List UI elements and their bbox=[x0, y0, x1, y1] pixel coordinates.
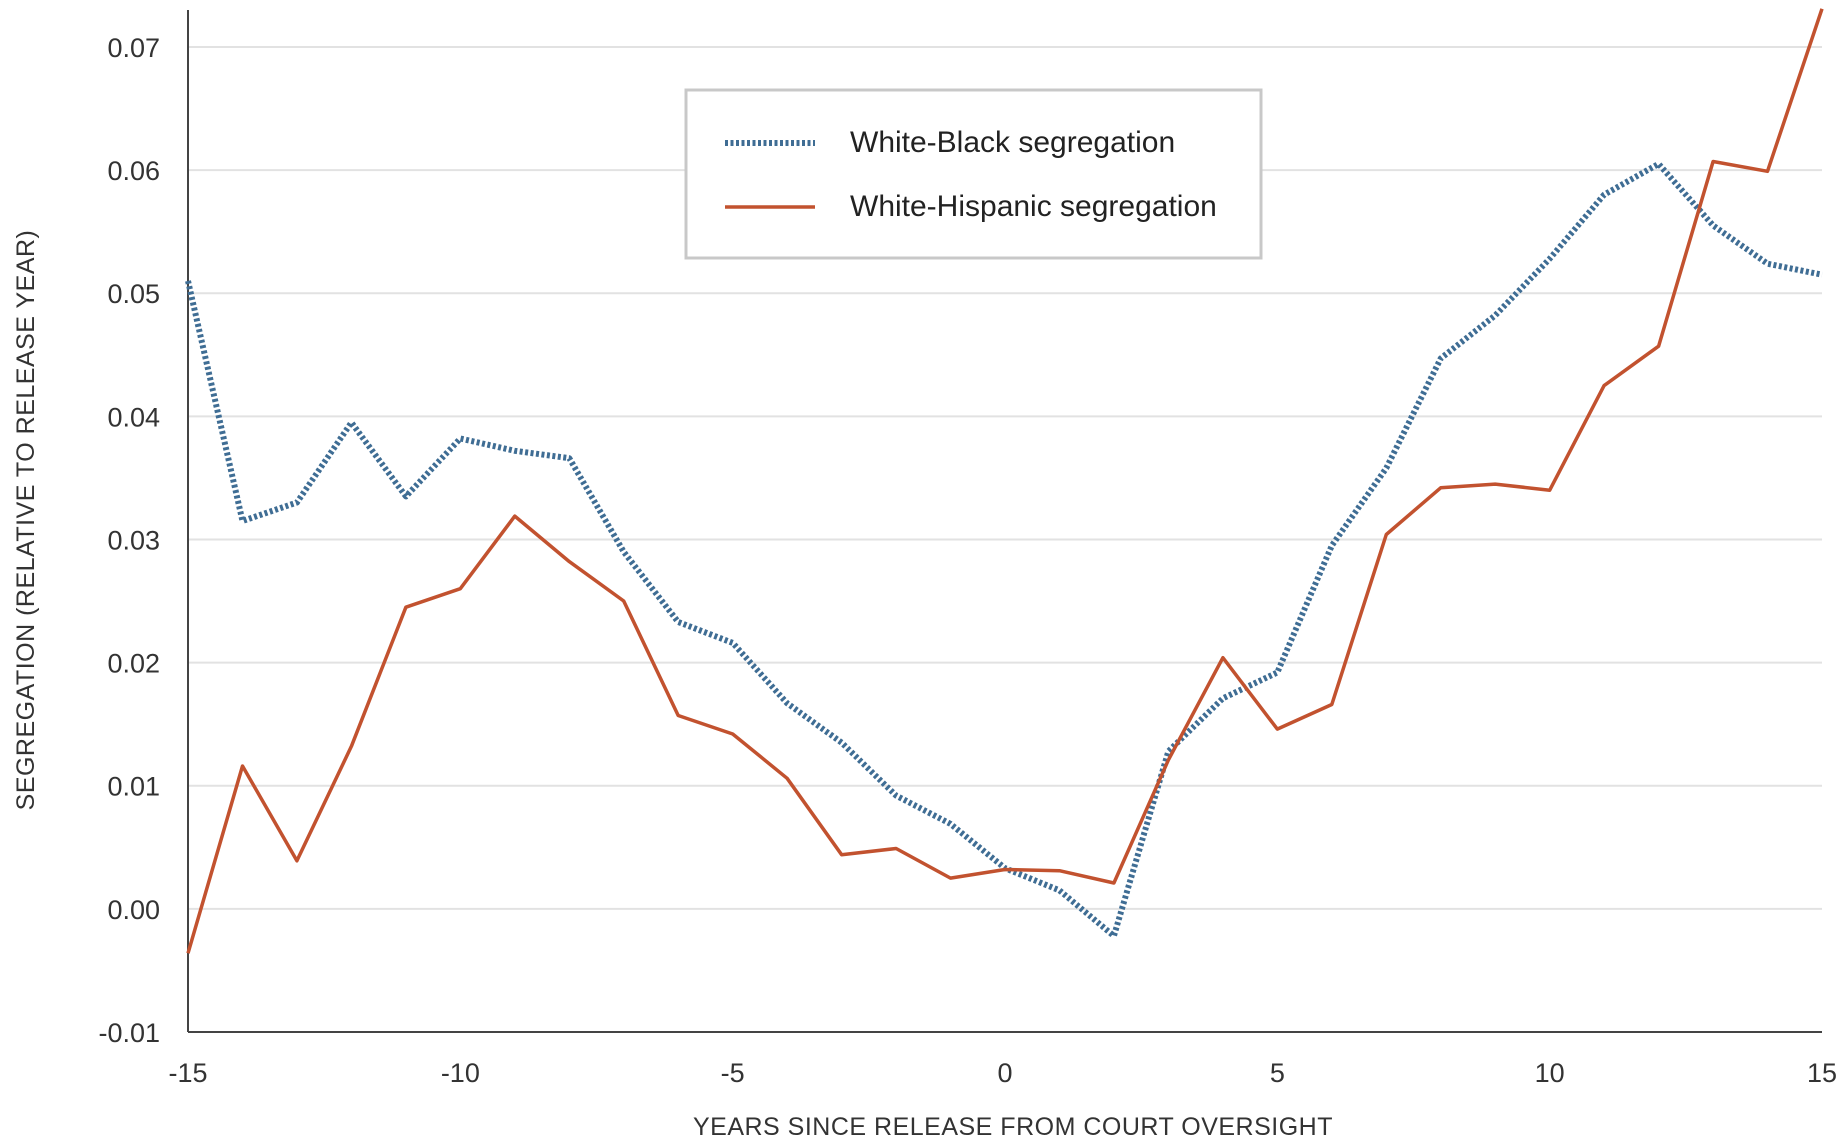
x-tick-label: 10 bbox=[1535, 1058, 1565, 1088]
x-tick-labels: -15 -10 -5 0 5 10 15 bbox=[168, 1058, 1837, 1088]
legend-box bbox=[684, 88, 1263, 260]
series-lines bbox=[185, 8, 1824, 954]
y-tick-label: 0.02 bbox=[107, 649, 160, 679]
x-tick-label: 0 bbox=[997, 1058, 1012, 1088]
axes bbox=[187, 10, 1822, 1033]
y-tick-label: 0.00 bbox=[107, 895, 160, 925]
y-tick-label: 0.01 bbox=[107, 772, 160, 802]
legend-label-white-black: White-Black segregation bbox=[850, 126, 1175, 159]
y-axis-title: SEGREGATION (RELATIVE TO RELEASE YEAR) bbox=[12, 230, 40, 811]
x-tick-label: -10 bbox=[441, 1058, 480, 1088]
y-tick-label: 0.05 bbox=[107, 279, 160, 309]
y-tick-label: -0.01 bbox=[98, 1018, 160, 1048]
series-line-white-black bbox=[185, 160, 1823, 939]
x-tick-label: 5 bbox=[1270, 1058, 1285, 1088]
x-tick-label: 15 bbox=[1807, 1058, 1837, 1088]
legend-label-white-hispanic: White-Hispanic segregation bbox=[850, 190, 1217, 223]
y-tick-label: 0.04 bbox=[107, 402, 160, 432]
y-tick-label: 0.03 bbox=[107, 525, 160, 555]
legend: White-Black segregation White-Hispanic s… bbox=[684, 88, 1263, 260]
y-tick-label: 0.07 bbox=[107, 33, 160, 63]
x-tick-label: -15 bbox=[168, 1058, 207, 1088]
x-tick-label: -5 bbox=[721, 1058, 745, 1088]
series-line-white-hispanic bbox=[186, 8, 1824, 954]
gridlines bbox=[188, 45, 1822, 910]
y-tick-label: 0.06 bbox=[107, 156, 160, 186]
x-axis-title: YEARS SINCE RELEASE FROM COURT OVERSIGHT bbox=[693, 1113, 1333, 1141]
y-tick-labels: -0.01 0.00 0.01 0.02 0.03 0.04 0.05 0.06 0.07 bbox=[98, 33, 160, 1048]
